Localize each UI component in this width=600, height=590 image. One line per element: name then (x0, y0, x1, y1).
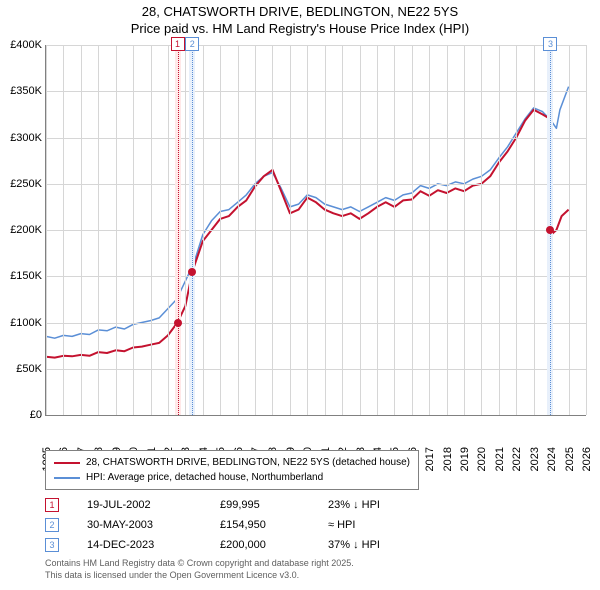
gridline-v (534, 45, 535, 415)
x-axis-label: 2022 (511, 447, 523, 471)
gridline-v (133, 45, 134, 415)
gridline-v (290, 45, 291, 415)
gridline-h (46, 369, 586, 370)
gridline-v (151, 45, 152, 415)
gridline-v (464, 45, 465, 415)
x-axis-label: 2026 (581, 447, 593, 471)
gridline-v (377, 45, 378, 415)
x-axis-label: 2019 (459, 447, 471, 471)
gridline-h (46, 184, 586, 185)
gridline-h (46, 91, 586, 92)
y-axis-label: £0 (30, 409, 46, 421)
footer-line-2: This data is licensed under the Open Gov… (45, 570, 354, 582)
marker-line (178, 45, 179, 415)
title-line-1: 28, CHATSWORTH DRIVE, BEDLINGTON, NE22 5… (0, 4, 600, 21)
sale-row: 2 30-MAY-2003 £154,950 ≈ HPI (45, 515, 428, 535)
gridline-v (98, 45, 99, 415)
sale-index-box: 2 (45, 518, 59, 532)
gridline-v (307, 45, 308, 415)
gridline-v (586, 45, 587, 415)
marker-line (192, 45, 193, 415)
gridline-h (46, 45, 586, 46)
legend-box: 28, CHATSWORTH DRIVE, BEDLINGTON, NE22 5… (45, 450, 419, 490)
footer-line-1: Contains HM Land Registry data © Crown c… (45, 558, 354, 570)
gridline-v (447, 45, 448, 415)
gridline-v (116, 45, 117, 415)
marker-index-box: 3 (543, 37, 557, 51)
gridline-v (481, 45, 482, 415)
gridline-h (46, 276, 586, 277)
gridline-v (238, 45, 239, 415)
legend-label: 28, CHATSWORTH DRIVE, BEDLINGTON, NE22 5… (86, 455, 410, 470)
chart-container: 28, CHATSWORTH DRIVE, BEDLINGTON, NE22 5… (0, 0, 600, 590)
footer-attribution: Contains HM Land Registry data © Crown c… (45, 558, 354, 581)
x-axis-label: 2023 (529, 447, 541, 471)
gridline-v (412, 45, 413, 415)
gridline-v (185, 45, 186, 415)
gridline-v (203, 45, 204, 415)
sale-row: 3 14-DEC-2023 £200,000 37% ↓ HPI (45, 535, 428, 555)
gridline-v (255, 45, 256, 415)
gridline-v (499, 45, 500, 415)
x-axis-label: 2020 (476, 447, 488, 471)
marker-point (188, 268, 196, 276)
sale-diff: ≈ HPI (328, 519, 428, 531)
x-axis-label: 2021 (494, 447, 506, 471)
x-axis-label: 2017 (424, 447, 436, 471)
sales-table: 1 19-JUL-2002 £99,995 23% ↓ HPI 2 30-MAY… (45, 495, 428, 555)
sale-index-box: 1 (45, 498, 59, 512)
y-axis-label: £400K (10, 39, 46, 51)
y-axis-label: £50K (16, 363, 46, 375)
sale-index-box: 3 (45, 538, 59, 552)
marker-point (174, 319, 182, 327)
gridline-h (46, 323, 586, 324)
sale-diff: 37% ↓ HPI (328, 539, 428, 551)
marker-index-box: 1 (171, 37, 185, 51)
gridline-h (46, 230, 586, 231)
title-line-2: Price paid vs. HM Land Registry's House … (0, 21, 600, 38)
legend-swatch (54, 477, 80, 479)
sale-date: 19-JUL-2002 (87, 499, 192, 511)
sale-row: 1 19-JUL-2002 £99,995 23% ↓ HPI (45, 495, 428, 515)
y-axis-label: £100K (10, 317, 46, 329)
sale-price: £154,950 (220, 519, 300, 531)
gridline-v (168, 45, 169, 415)
marker-index-box: 2 (185, 37, 199, 51)
gridline-h (46, 138, 586, 139)
gridline-v (81, 45, 82, 415)
chart-title: 28, CHATSWORTH DRIVE, BEDLINGTON, NE22 5… (0, 0, 600, 38)
sale-date: 14-DEC-2023 (87, 539, 192, 551)
sale-price: £200,000 (220, 539, 300, 551)
sale-diff: 23% ↓ HPI (328, 499, 428, 511)
y-axis-label: £150K (10, 270, 46, 282)
gridline-v (569, 45, 570, 415)
x-axis-label: 2018 (442, 447, 454, 471)
y-axis-label: £200K (10, 224, 46, 236)
legend-swatch (54, 462, 80, 464)
x-axis-label: 2024 (546, 447, 558, 471)
legend-item: 28, CHATSWORTH DRIVE, BEDLINGTON, NE22 5… (54, 455, 410, 470)
sale-price: £99,995 (220, 499, 300, 511)
y-axis-label: £300K (10, 132, 46, 144)
y-axis-label: £250K (10, 178, 46, 190)
gridline-v (220, 45, 221, 415)
gridline-v (342, 45, 343, 415)
x-axis-label: 2025 (564, 447, 576, 471)
sale-date: 30-MAY-2003 (87, 519, 192, 531)
gridline-v (516, 45, 517, 415)
legend-label: HPI: Average price, detached house, Nort… (86, 470, 323, 485)
plot-area: £0£50K£100K£150K£200K£250K£300K£350K£400… (45, 45, 586, 416)
gridline-v (360, 45, 361, 415)
gridline-v (394, 45, 395, 415)
gridline-v (272, 45, 273, 415)
gridline-v (63, 45, 64, 415)
marker-point (546, 226, 554, 234)
legend-item: HPI: Average price, detached house, Nort… (54, 470, 410, 485)
y-axis-label: £350K (10, 85, 46, 97)
gridline-v (46, 45, 47, 415)
gridline-v (325, 45, 326, 415)
gridline-v (429, 45, 430, 415)
